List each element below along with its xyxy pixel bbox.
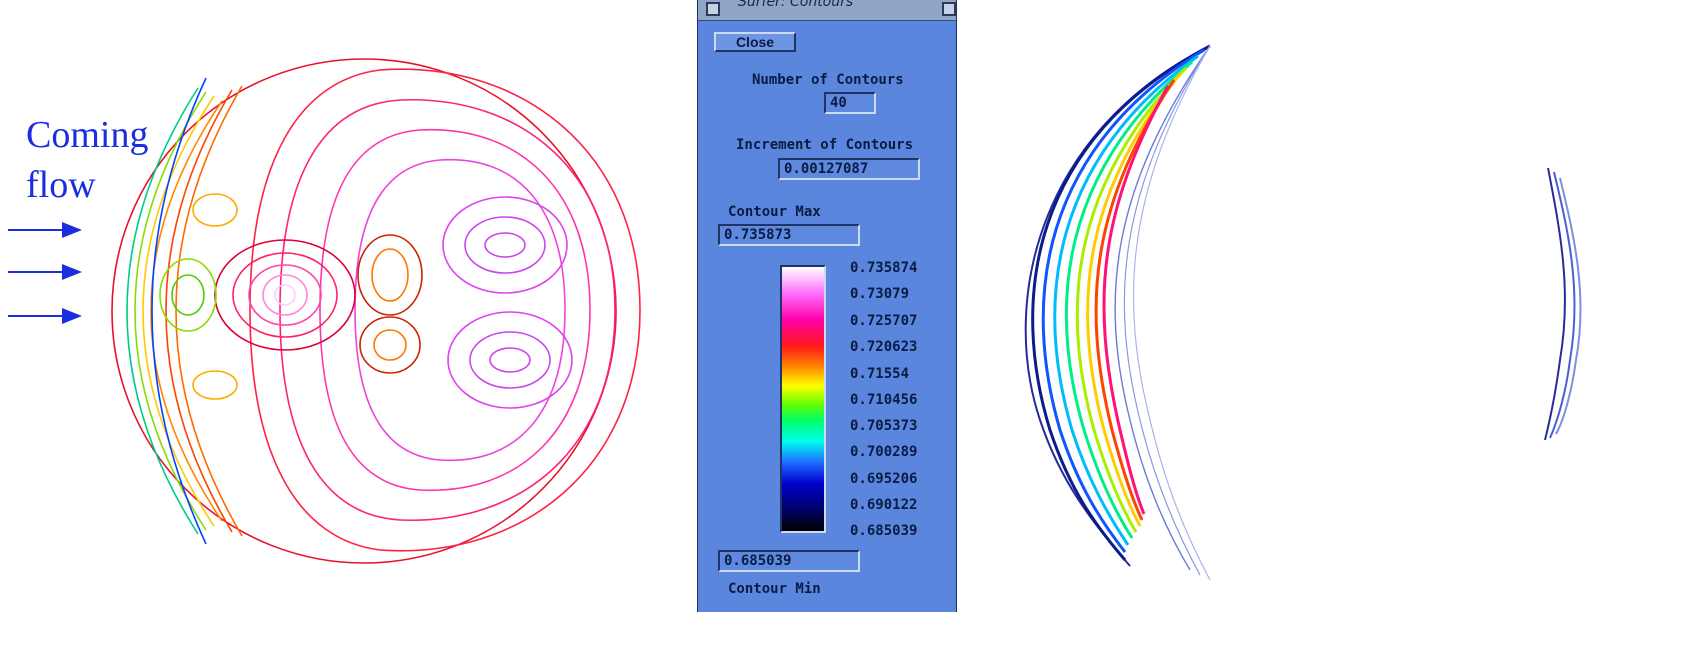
colorbar-tick-label: 0.690122 <box>850 497 918 513</box>
contour-max-field[interactable]: 0.735873 <box>718 224 860 246</box>
colorbar-tick-label: 0.735874 <box>850 260 918 276</box>
number-of-contours-field[interactable]: 40 <box>824 92 876 114</box>
colorbar-tick-label: 0.71554 <box>850 366 910 382</box>
contour-min-label: Contour Min <box>728 581 821 597</box>
right-arrow-icon <box>8 264 82 280</box>
colorbar-tick-label: 0.700289 <box>850 444 918 460</box>
annotation-coming: Coming <box>26 114 149 156</box>
colorbar-tick-label: 0.725707 <box>850 313 918 329</box>
colorbar-tick-label: 0.685039 <box>850 523 918 539</box>
colorbar-tick-label: 0.73079 <box>850 286 910 302</box>
dialog-title: Surfer: Contours <box>738 0 854 10</box>
dialog-titlebar[interactable]: Surfer: Contours <box>698 0 956 21</box>
contour-max-label: Contour Max <box>728 204 821 220</box>
minimize-icon[interactable] <box>942 2 956 16</box>
increment-of-contours-field[interactable]: 0.00127087 <box>778 158 920 180</box>
close-button[interactable]: Close <box>714 32 796 52</box>
colorbar-tick-label: 0.720623 <box>850 339 918 355</box>
increment-of-contours-label: Increment of Contours <box>736 137 914 153</box>
flow-arrows <box>8 222 82 324</box>
colorbar-tick-label: 0.705373 <box>850 418 918 434</box>
annotation-flow: flow <box>26 164 96 206</box>
contour-plot-right <box>1024 44 1582 581</box>
contour-plot-left <box>111 58 641 564</box>
colorbar-tick-label: 0.710456 <box>850 392 918 408</box>
colorbar-tick-label: 0.695206 <box>850 471 918 487</box>
contour-min-field[interactable]: 0.685039 <box>718 550 860 572</box>
number-of-contours-label: Number of Contours <box>752 72 904 88</box>
contour-colorbar <box>780 265 826 533</box>
window-menu-icon[interactable] <box>706 2 720 16</box>
right-arrow-icon <box>8 308 82 324</box>
contours-dialog: Surfer: Contours Close Number of Contour… <box>697 0 957 612</box>
right-arrow-icon <box>8 222 82 238</box>
